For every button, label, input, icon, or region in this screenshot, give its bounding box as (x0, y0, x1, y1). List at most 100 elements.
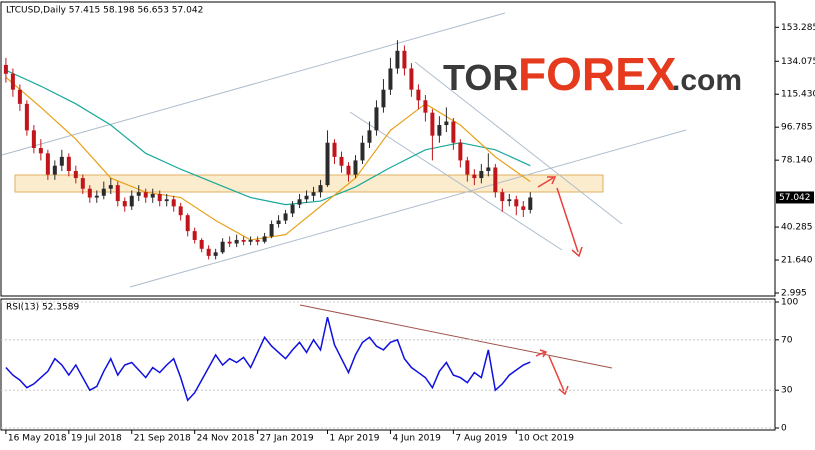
candle-body (234, 239, 239, 244)
x-tick-label: 1 Apr 2019 (330, 434, 380, 444)
candle-body (178, 206, 183, 216)
candle-body (255, 239, 260, 242)
rsi-line (5, 316, 531, 402)
x-tick-label: 24 Nov 2018 (197, 434, 255, 444)
candle-body (108, 185, 113, 189)
candle-body (38, 148, 43, 154)
moving-average (5, 69, 531, 206)
candle-body (283, 213, 288, 221)
candle-body (402, 50, 407, 69)
rsi-panel (0, 298, 776, 431)
candle-body (122, 201, 127, 207)
candle-body (192, 231, 197, 240)
x-tick-label: 10 Oct 2019 (518, 434, 574, 444)
x-tick-label: 7 Aug 2019 (455, 434, 507, 444)
candle-body (514, 199, 519, 207)
y-tick-label: 70 (781, 335, 793, 345)
support-zone (14, 174, 604, 193)
x-tick-label: 16 May 2018 (8, 434, 67, 444)
candle-body (24, 103, 29, 131)
candle-body (381, 89, 386, 108)
candle-body (66, 156, 71, 172)
y-tick-label: 115.430 (781, 90, 815, 100)
candle-body (430, 112, 435, 136)
moving-average (5, 76, 531, 241)
candle-body (472, 174, 477, 179)
y-tick-label: 0 (781, 423, 787, 433)
logo: FOREX (518, 48, 677, 100)
candle-body (52, 165, 57, 175)
candle-body (339, 156, 344, 166)
y-tick-label: 100 (781, 298, 798, 308)
candle-body (318, 185, 323, 193)
candle-body (367, 130, 372, 143)
candle-body (262, 236, 267, 242)
candle-body (297, 199, 302, 205)
y-tick-label: 153.285 (781, 23, 815, 33)
candle-body (31, 130, 36, 149)
candle-body (325, 142, 330, 186)
candle-body (45, 153, 50, 175)
candle-body (451, 121, 456, 143)
candle-body (486, 167, 491, 172)
candle-body (360, 142, 365, 161)
y-tick-label: 30 (781, 386, 793, 396)
candle-body (171, 199, 176, 207)
candle-body (199, 239, 204, 249)
candle-body (248, 239, 253, 242)
candle-body (213, 252, 218, 256)
candle-body (115, 185, 120, 202)
arrow (537, 176, 557, 188)
chart-title: LTCUSD,Daily 57.415 58.198 56.653 57.042 (6, 6, 203, 16)
candle-body (465, 160, 470, 175)
logo: .com (672, 64, 742, 97)
candle-body (129, 195, 134, 207)
candle-body (493, 167, 498, 193)
candle-body (395, 50, 400, 69)
candle-body (521, 206, 526, 210)
arrow (556, 187, 583, 258)
candle-body (185, 215, 190, 232)
rsi-trendline (299, 304, 613, 369)
candle-body (276, 220, 281, 225)
x-tick-label: 4 Jun 2019 (392, 434, 441, 444)
candle-body (374, 107, 379, 131)
channel-line (129, 129, 687, 288)
candle-body (136, 192, 141, 196)
logo: TOR (443, 57, 518, 98)
candle-body (3, 64, 8, 74)
x-tick-label: 27 Jan 2019 (260, 434, 314, 444)
candle-body (227, 241, 232, 244)
candle-body (388, 68, 393, 90)
candle-body (479, 171, 484, 179)
candle-body (290, 204, 295, 214)
y-tick-label: 134.075 (781, 57, 815, 67)
candle-body (143, 192, 148, 198)
candle-body (206, 248, 211, 256)
candle-body (157, 193, 162, 202)
candle-body (10, 73, 15, 90)
candle-body (101, 188, 106, 196)
candle-body (332, 142, 337, 157)
candle-body (416, 89, 421, 101)
y-tick-label: 2.995 (781, 289, 807, 299)
candle-body (164, 199, 169, 202)
candle-body (423, 100, 428, 113)
candle-body (458, 142, 463, 161)
price-panel (0, 1, 776, 297)
candle-body (444, 121, 449, 126)
candle-body (80, 178, 85, 189)
candle-body (304, 195, 309, 200)
candle-body (507, 199, 512, 202)
candle-body (94, 195, 99, 198)
y-tick-label: 78.140 (781, 156, 813, 166)
y-tick-label: 96.785 (781, 123, 813, 133)
candle-body (150, 193, 155, 198)
candle-body (87, 188, 92, 198)
candle-body (311, 192, 316, 196)
rsi-title: RSI(13) 52.3589 (6, 303, 79, 313)
candle-body (269, 224, 274, 237)
candle-body (500, 192, 505, 202)
